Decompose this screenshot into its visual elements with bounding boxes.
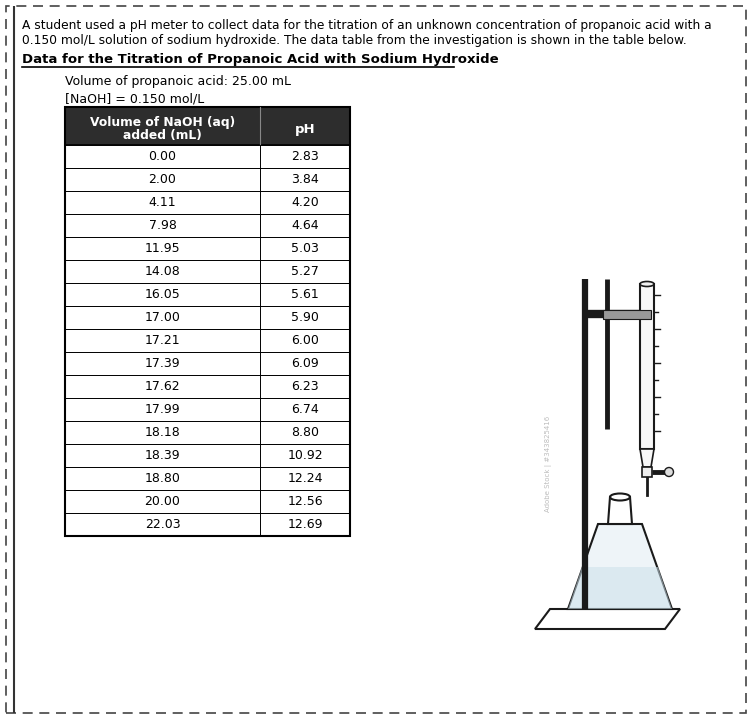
- Text: 20.00: 20.00: [144, 495, 180, 508]
- Text: 4.20: 4.20: [291, 196, 319, 209]
- Text: 17.62: 17.62: [144, 380, 180, 393]
- Text: 10.92: 10.92: [287, 449, 323, 462]
- Text: 2.83: 2.83: [291, 150, 319, 163]
- Polygon shape: [568, 567, 672, 609]
- FancyBboxPatch shape: [65, 352, 350, 375]
- FancyBboxPatch shape: [65, 260, 350, 283]
- FancyBboxPatch shape: [640, 284, 654, 449]
- FancyBboxPatch shape: [65, 283, 350, 306]
- FancyBboxPatch shape: [65, 329, 350, 352]
- Text: 17.99: 17.99: [144, 403, 180, 416]
- Text: 4.64: 4.64: [291, 219, 319, 232]
- Text: Adobe Stock | #343825416: Adobe Stock | #343825416: [545, 416, 552, 512]
- FancyBboxPatch shape: [65, 168, 350, 191]
- FancyBboxPatch shape: [65, 191, 350, 214]
- Text: Volume of propanoic acid: 25.00 mL: Volume of propanoic acid: 25.00 mL: [65, 75, 291, 88]
- Text: 17.00: 17.00: [144, 311, 180, 324]
- Text: 6.09: 6.09: [291, 357, 319, 370]
- FancyBboxPatch shape: [65, 444, 350, 467]
- FancyBboxPatch shape: [65, 145, 350, 168]
- Text: [NaOH] = 0.150 mol/L: [NaOH] = 0.150 mol/L: [65, 93, 205, 106]
- Text: pH: pH: [295, 123, 315, 136]
- Text: 18.80: 18.80: [144, 472, 180, 485]
- Ellipse shape: [665, 467, 674, 477]
- Polygon shape: [640, 449, 654, 467]
- FancyBboxPatch shape: [642, 467, 652, 477]
- Text: 14.08: 14.08: [144, 265, 180, 278]
- Text: 0.00: 0.00: [148, 150, 177, 163]
- FancyBboxPatch shape: [65, 375, 350, 398]
- Text: 16.05: 16.05: [144, 288, 180, 301]
- Text: 17.21: 17.21: [144, 334, 180, 347]
- Text: added (mL): added (mL): [123, 129, 202, 142]
- FancyBboxPatch shape: [65, 490, 350, 513]
- Text: 6.00: 6.00: [291, 334, 319, 347]
- Text: 22.03: 22.03: [144, 518, 180, 531]
- FancyBboxPatch shape: [65, 237, 350, 260]
- Text: 12.56: 12.56: [287, 495, 323, 508]
- FancyBboxPatch shape: [65, 398, 350, 421]
- Text: Data for the Titration of Propanoic Acid with Sodium Hydroxide: Data for the Titration of Propanoic Acid…: [22, 53, 499, 66]
- Text: 6.23: 6.23: [291, 380, 319, 393]
- Text: 5.27: 5.27: [291, 265, 319, 278]
- Text: 5.61: 5.61: [291, 288, 319, 301]
- Text: 3.84: 3.84: [291, 173, 319, 186]
- Text: 11.95: 11.95: [144, 242, 180, 255]
- Text: 6.74: 6.74: [291, 403, 319, 416]
- Text: 8.80: 8.80: [291, 426, 319, 439]
- Text: Volume of NaOH (aq): Volume of NaOH (aq): [90, 116, 235, 129]
- Polygon shape: [608, 497, 632, 524]
- Text: A student used a pH meter to collect data for the titration of an unknown concen: A student used a pH meter to collect dat…: [22, 19, 711, 32]
- Text: 18.39: 18.39: [144, 449, 180, 462]
- FancyBboxPatch shape: [65, 306, 350, 329]
- Text: 4.11: 4.11: [149, 196, 176, 209]
- FancyBboxPatch shape: [65, 421, 350, 444]
- Ellipse shape: [640, 282, 654, 286]
- Text: 12.24: 12.24: [287, 472, 323, 485]
- Text: 0.150 mol/L solution of sodium hydroxide. The data table from the investigation : 0.150 mol/L solution of sodium hydroxide…: [22, 34, 687, 47]
- Text: 17.39: 17.39: [144, 357, 180, 370]
- Ellipse shape: [610, 493, 630, 500]
- FancyBboxPatch shape: [603, 310, 651, 319]
- Text: 2.00: 2.00: [149, 173, 177, 186]
- FancyBboxPatch shape: [65, 513, 350, 536]
- Text: 18.18: 18.18: [144, 426, 180, 439]
- FancyBboxPatch shape: [65, 214, 350, 237]
- FancyBboxPatch shape: [65, 107, 350, 145]
- Text: 5.03: 5.03: [291, 242, 319, 255]
- Polygon shape: [568, 524, 672, 609]
- Text: 5.90: 5.90: [291, 311, 319, 324]
- Text: 12.69: 12.69: [287, 518, 323, 531]
- Text: 7.98: 7.98: [149, 219, 177, 232]
- FancyBboxPatch shape: [65, 467, 350, 490]
